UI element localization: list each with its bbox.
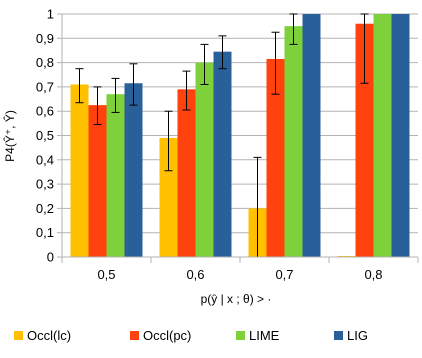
legend-swatch (14, 331, 23, 340)
bar-occl-lc--1 (159, 137, 178, 257)
y-axis-title: P4(Ŷ⁺, Ŷ) (2, 110, 17, 162)
bar-occl-pc--3 (355, 23, 374, 257)
x-tick-label: 0,5 (97, 267, 115, 282)
x-tick-label: 0,7 (275, 267, 293, 282)
y-tick-label: 0,2 (36, 201, 54, 216)
legend: Occl(lc) Occl(pc) LIME LIG (14, 328, 368, 343)
bars (70, 14, 410, 258)
axes: 0 0,1 0,2 0,3 0,4 0,5 0,6 0,7 0,8 0,9 1 0,5 0,6 0,7 0,… (36, 7, 419, 282)
y-tick-label: 0,4 (36, 152, 54, 167)
bar-lime-3 (373, 14, 392, 257)
y-tick-label: 0,9 (36, 31, 54, 46)
legend-swatch (236, 331, 245, 340)
bar-occl-pc--1 (177, 89, 196, 257)
legend-label: Occl(pc) (143, 328, 191, 343)
x-tick-label: 0,8 (364, 267, 382, 282)
legend-swatch (130, 331, 139, 340)
x-axis-title: p(ŷ | x ; θ) > · (201, 292, 272, 306)
bar-occl-pc--2 (266, 58, 285, 257)
legend-label: LIME (249, 328, 280, 343)
bar-occl-pc--0 (88, 105, 107, 257)
y-tick-label: 0,6 (36, 104, 54, 119)
bar-lime-2 (284, 26, 303, 258)
legend-label: Occl(lc) (27, 328, 71, 343)
legend-swatch (334, 331, 343, 340)
bar-lime-0 (106, 94, 125, 257)
y-tick-label: 0,3 (36, 177, 54, 192)
x-tick-label: 0,6 (186, 267, 204, 282)
error-bars (75, 13, 369, 258)
y-tick-label: 0,5 (36, 128, 54, 143)
bar-lime-1 (195, 62, 214, 257)
bar-occl-lc--0 (70, 84, 89, 257)
y-tick-label: 0,7 (36, 79, 54, 94)
bar-lig-3 (391, 14, 410, 257)
bar-lig-2 (302, 14, 321, 257)
bar-lig-1 (213, 51, 232, 257)
legend-label: LIG (347, 328, 368, 343)
y-tick-label: 0 (47, 250, 54, 265)
bar-lig-0 (124, 83, 143, 257)
y-tick-label: 0,1 (36, 225, 54, 240)
y-tick-label: 1 (47, 7, 54, 22)
y-tick-label: 0,8 (36, 55, 54, 70)
